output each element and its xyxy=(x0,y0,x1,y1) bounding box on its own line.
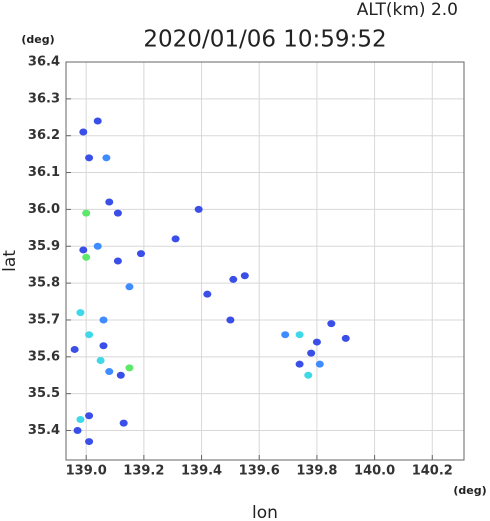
echo-point xyxy=(327,320,336,328)
y-tick-label: 36.3 xyxy=(28,91,60,106)
echo-point xyxy=(79,246,88,254)
y-tick-label: 36.1 xyxy=(28,165,60,180)
y-tick-label: 36.4 xyxy=(28,55,60,70)
y-tick-label: 36.0 xyxy=(28,202,60,217)
plot-frame xyxy=(65,61,465,461)
echo-point xyxy=(73,427,82,435)
echo-point xyxy=(304,371,313,379)
y-tick-label: 36.2 xyxy=(28,128,60,143)
echo-point xyxy=(70,345,79,353)
y-tick-label: 35.7 xyxy=(28,312,60,327)
y-axis-label: lat xyxy=(0,250,20,272)
echo-point xyxy=(76,309,85,317)
echo-point xyxy=(229,275,238,283)
echo-point xyxy=(85,331,94,339)
echo-point xyxy=(99,316,108,324)
echo-point xyxy=(93,117,102,125)
echo-point xyxy=(315,360,324,368)
x-tick-label: 140.2 xyxy=(412,464,453,479)
echo-point xyxy=(240,272,249,280)
y-tick-label: 35.9 xyxy=(28,239,60,254)
x-unit: (deg) xyxy=(453,484,486,497)
echo-point xyxy=(136,250,145,258)
echo-point xyxy=(281,331,290,339)
y-tick-label: 35.8 xyxy=(28,276,60,291)
echo-point xyxy=(93,242,102,250)
x-axis-label: lon xyxy=(252,503,278,521)
echo-point xyxy=(171,235,180,243)
y-tick-label: 35.6 xyxy=(28,349,60,364)
echo-point xyxy=(116,371,125,379)
echo-point xyxy=(312,338,321,346)
y-tick-label: 35.5 xyxy=(28,386,60,401)
echo-point xyxy=(113,209,122,217)
echo-point xyxy=(125,283,134,291)
echo-point xyxy=(203,290,212,298)
x-tick-label: 139.6 xyxy=(239,464,280,479)
echo-point xyxy=(82,253,91,261)
echo-point xyxy=(79,128,88,136)
echo-point xyxy=(96,357,105,364)
y-tick-label: 35.4 xyxy=(28,423,60,438)
echo-point xyxy=(76,415,85,423)
x-tick-label: 139.8 xyxy=(296,464,337,479)
x-tick-label: 139.2 xyxy=(123,464,164,479)
echo-point xyxy=(82,209,91,217)
x-tick-label: 139.0 xyxy=(66,464,107,479)
echo-point xyxy=(194,205,203,213)
echo-point xyxy=(295,360,304,368)
echo-point xyxy=(125,364,134,372)
echo-point xyxy=(113,257,122,265)
echo-point xyxy=(105,368,114,376)
subtitle: ALT(km) 2.0 xyxy=(357,0,458,20)
x-tick-label: 139.4 xyxy=(181,464,222,479)
echo-point xyxy=(85,438,94,446)
echo-point xyxy=(295,331,304,339)
echo-point xyxy=(226,316,235,324)
echo-point xyxy=(85,154,94,162)
y-unit: (deg) xyxy=(21,33,54,46)
echo-point xyxy=(119,419,128,427)
chart-title: 2020/01/06 10:59:52 xyxy=(143,27,386,53)
x-tick-label: 140.0 xyxy=(354,464,395,479)
echo-point xyxy=(307,349,316,357)
echo-point xyxy=(102,154,111,162)
echo-point xyxy=(85,412,94,420)
echo-point xyxy=(341,334,350,342)
echo-point xyxy=(105,198,114,206)
echo-point xyxy=(99,342,108,350)
